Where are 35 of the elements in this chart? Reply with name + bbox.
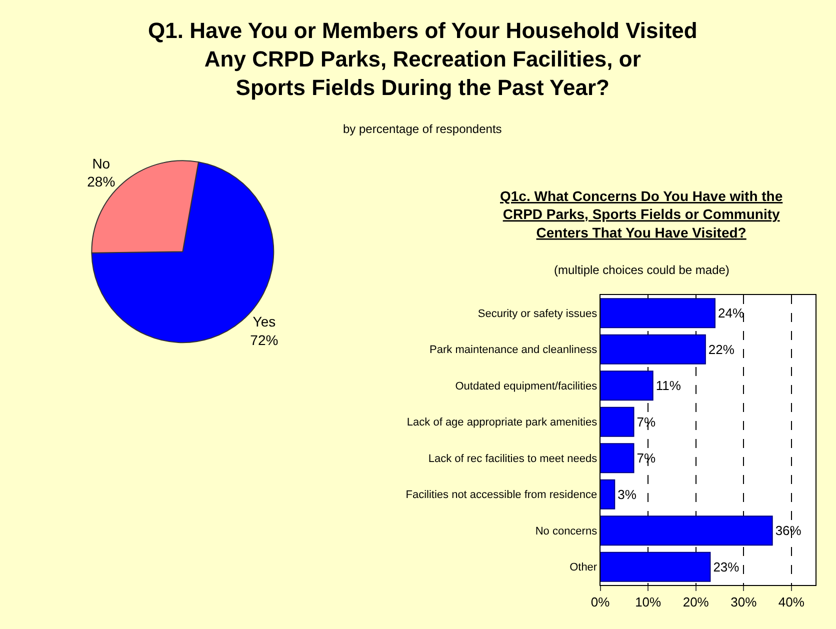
bar — [600, 334, 706, 364]
data-label: 36% — [775, 523, 802, 538]
y-tick-label: Other — [570, 562, 598, 574]
bar — [600, 443, 634, 474]
data-label: 72% — [250, 332, 278, 348]
x-tick-label: 20% — [682, 594, 710, 610]
slice-label: Yes — [252, 314, 276, 330]
x-tick-label: 40% — [778, 594, 805, 610]
y-tick-label: No concerns — [535, 525, 598, 538]
y-tick-label: Park maintenance and cleanliness — [430, 344, 598, 356]
data-label: 23% — [713, 559, 740, 574]
y-tick-label: Lack of age appropriate park amenities — [406, 416, 598, 429]
data-label: 24% — [718, 306, 744, 321]
bar — [600, 516, 773, 546]
y-tick-label: Lack of rec facilities to meet needs — [428, 452, 598, 465]
chart-title: Q1c. What Concerns Do You Have with the CRPD Parks, Sports Fields or Community Centers That You Have Visited? — [500, 188, 783, 240]
bar — [600, 406, 634, 437]
text: Q1. Have You or Members of Your Household Visited Any CRPD Parks, Recreation Facilities, or Sports Fields During the Past Year? — [148, 18, 698, 100]
bar — [600, 370, 654, 401]
y-tick-label: Security or safety issues — [478, 308, 598, 320]
y-tick-label: Facilities not accessible from residence — [406, 489, 598, 502]
data-label: 11% — [656, 378, 682, 394]
chart-subtitle: (multiple choices could be made) — [554, 263, 730, 277]
x-tick-label: 30% — [730, 594, 758, 610]
y-tick-label: Outdated equipment/facilities — [455, 380, 598, 392]
bar — [600, 298, 716, 328]
text: by percentage of respondents — [343, 122, 502, 136]
x-tick-label: 10% — [635, 594, 662, 610]
data-label: 22% — [708, 342, 735, 357]
bar — [600, 479, 616, 510]
x-tick-label: 0% — [590, 594, 610, 610]
bar — [600, 552, 711, 582]
data-label: 3% — [618, 486, 637, 502]
slice-label: No — [92, 155, 110, 172]
data-label: 28% — [87, 174, 116, 190]
